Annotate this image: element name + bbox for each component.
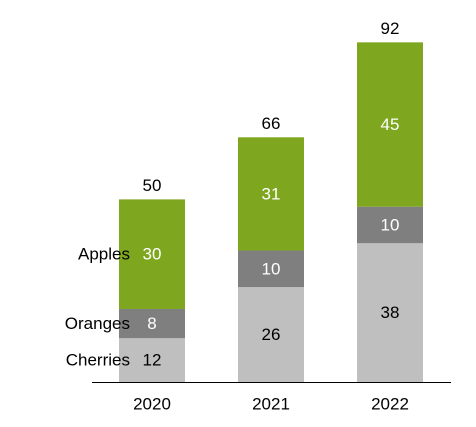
- bar-cherries-2021: [238, 287, 304, 382]
- data-label-apples-2021: 31: [262, 184, 281, 203]
- total-label-2020: 50: [143, 176, 162, 195]
- data-label-oranges-2020: 8: [147, 314, 156, 333]
- total-label-2022: 92: [381, 19, 400, 38]
- labels-layer: 12 8 30 50 2020 26 10 31 66 2021 38 10 45 92 2022: [133, 19, 409, 414]
- bar-apples-2020: [119, 199, 185, 309]
- data-label-apples-2022: 45: [381, 115, 400, 134]
- legend-label-cherries: Cherries: [66, 351, 130, 370]
- data-label-cherries-2021: 26: [262, 325, 281, 344]
- total-label-2021: 66: [262, 114, 281, 133]
- data-label-oranges-2021: 10: [262, 259, 281, 278]
- bar-apples-2021: [238, 137, 304, 251]
- x-tick-label-2021: 2021: [252, 395, 290, 414]
- bar-oranges-2021: [238, 250, 304, 288]
- bar-oranges-2022: [357, 206, 423, 244]
- x-tick-label-2020: 2020: [133, 395, 171, 414]
- bar-oranges-2020: [119, 308, 185, 339]
- bar-cherries-2022: [357, 243, 423, 382]
- data-label-cherries-2020: 12: [143, 351, 162, 370]
- bar-cherries-2020: [119, 338, 185, 382]
- data-label-apples-2020: 30: [143, 245, 162, 264]
- data-label-oranges-2022: 10: [381, 215, 400, 234]
- bar-apples-2022: [357, 42, 423, 207]
- legend-label-oranges: Oranges: [65, 314, 130, 333]
- legend: Cherries Oranges Apples: [65, 245, 130, 370]
- legend-label-apples: Apples: [78, 245, 130, 264]
- data-label-cherries-2022: 38: [381, 303, 400, 322]
- x-tick-label-2022: 2022: [371, 395, 409, 414]
- bars-layer: [119, 42, 423, 382]
